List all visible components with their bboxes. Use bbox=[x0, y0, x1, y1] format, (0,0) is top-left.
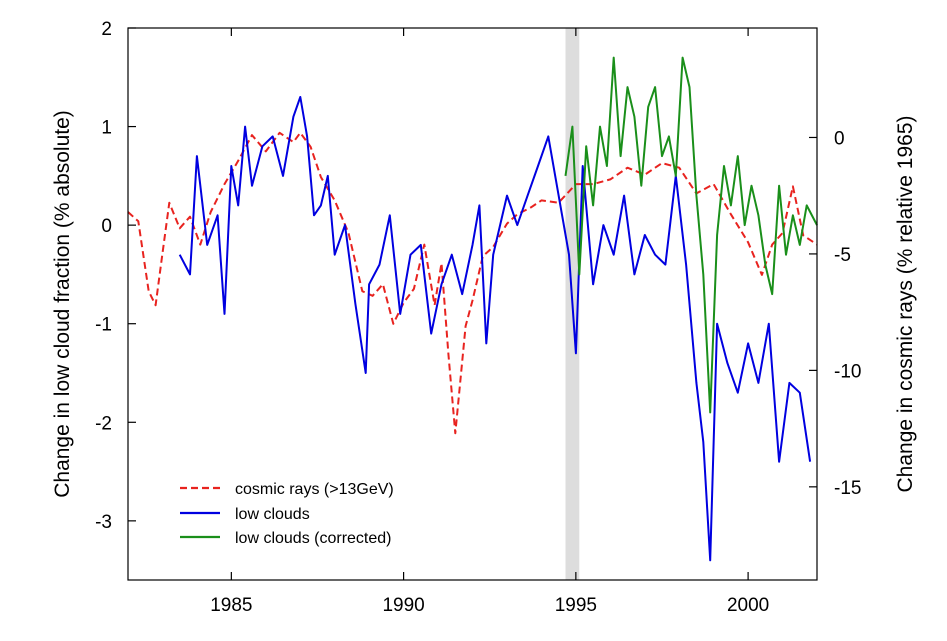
y-axis-left-title: Change in low cloud fraction (% absolute… bbox=[51, 110, 74, 498]
series-line-low-clouds-corrected bbox=[564, 56, 818, 414]
plot-frame bbox=[127, 27, 818, 581]
legend-label-cosmic-rays: cosmic rays (>13GeV) bbox=[235, 481, 394, 498]
legend: cosmic rays (>13GeV) low clouds low clou… bbox=[180, 481, 394, 547]
y-right-tick-label: -5 bbox=[834, 245, 851, 266]
x-tick-label: 2000 bbox=[727, 595, 769, 616]
y-left-tick-label: 2 bbox=[101, 19, 112, 40]
ticks-layer: 1985 1990 1995 2000 2 1 0 -1 -2 -3 0 -5 -10 -15 bbox=[95, 19, 861, 616]
x-tick-label: 1995 bbox=[555, 595, 597, 616]
y-left-tick-label: -1 bbox=[95, 315, 112, 336]
y-left-tick-label: 0 bbox=[101, 216, 112, 237]
series-line-low-clouds bbox=[178, 96, 812, 562]
x-tick-label: 1990 bbox=[382, 595, 424, 616]
y-left-tick-label: 1 bbox=[101, 118, 112, 139]
y-right-tick-label: 0 bbox=[834, 128, 845, 149]
y-right-tick-label: -10 bbox=[834, 361, 861, 382]
legend-label-low-clouds: low clouds bbox=[235, 506, 310, 523]
y-left-tick-label: -2 bbox=[95, 413, 112, 434]
series-layer bbox=[127, 56, 818, 562]
x-tick-label: 1985 bbox=[210, 595, 252, 616]
y-right-tick-label: -15 bbox=[834, 478, 861, 499]
legend-label-low-clouds-corrected: low clouds (corrected) bbox=[235, 530, 392, 547]
y-left-tick-label: -3 bbox=[95, 512, 112, 533]
y-axis-right-title: Change in cosmic rays (% relative 1965) bbox=[894, 116, 917, 493]
